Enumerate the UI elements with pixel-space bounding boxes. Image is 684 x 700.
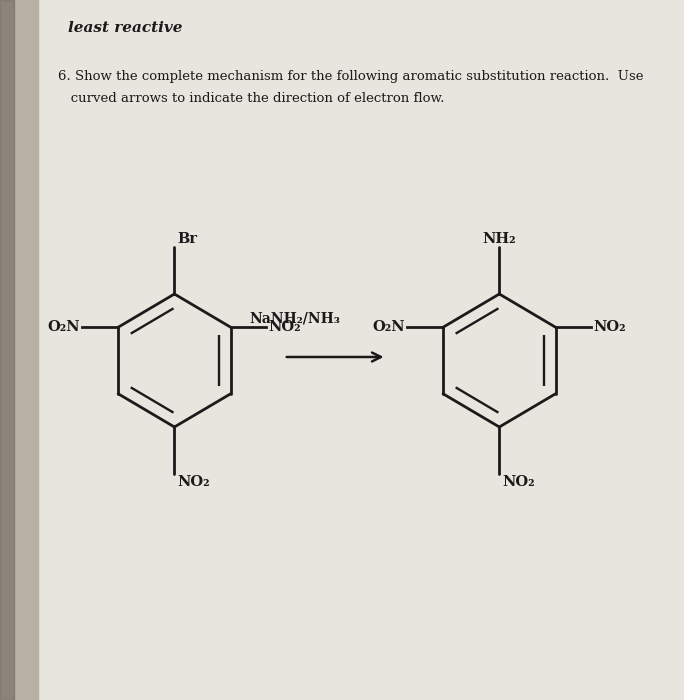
Text: NaNH₂/NH₃: NaNH₂/NH₃: [250, 312, 341, 326]
Text: NO₂: NO₂: [178, 475, 211, 489]
Text: least reactive: least reactive: [68, 21, 183, 35]
Text: NH₂: NH₂: [482, 232, 516, 246]
Text: O₂N: O₂N: [373, 321, 406, 335]
Text: Br: Br: [178, 232, 198, 246]
Bar: [0, 0, 38, 700]
Text: NO₂: NO₂: [503, 475, 536, 489]
Text: NO₂: NO₂: [268, 321, 301, 335]
Text: 6. Show the complete mechanism for the following aromatic substitution reaction.: 6. Show the complete mechanism for the f…: [58, 70, 644, 83]
Text: NO₂: NO₂: [593, 321, 626, 335]
Text: curved arrows to indicate the direction of electron flow.: curved arrows to indicate the direction …: [58, 92, 445, 106]
Text: O₂N: O₂N: [48, 321, 81, 335]
Bar: [0, 0, 14, 700]
